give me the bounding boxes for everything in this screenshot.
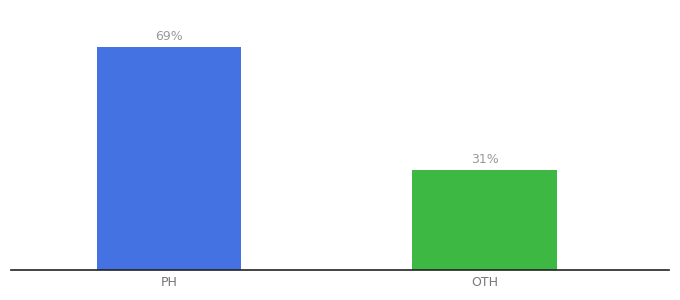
Bar	[412, 170, 557, 270]
Text: 69%: 69%	[155, 30, 183, 43]
Bar	[97, 47, 241, 270]
Text: 31%: 31%	[471, 153, 498, 166]
